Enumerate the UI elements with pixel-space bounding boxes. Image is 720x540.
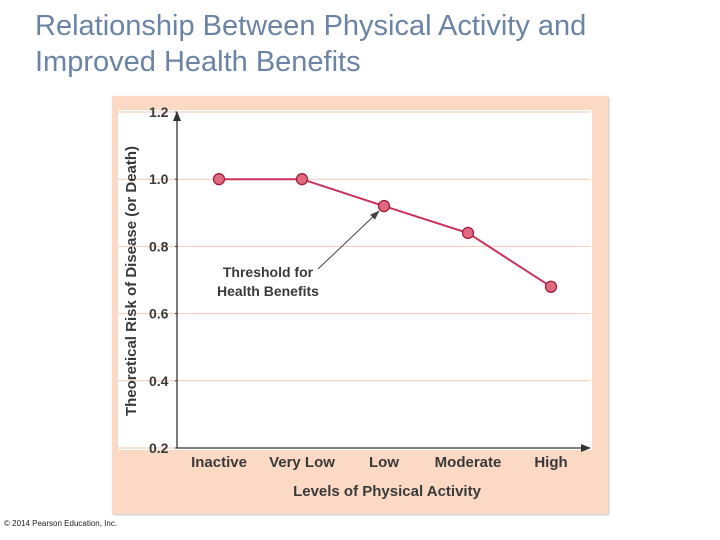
y-axis-title: Theoretical Risk of Disease (or Death) bbox=[123, 146, 140, 416]
copyright-notice: © 2014 Pearson Education, Inc. bbox=[4, 519, 118, 528]
x-tick-label-1: Very Low bbox=[269, 454, 335, 471]
y-tick-label-5: 1.2 bbox=[149, 104, 169, 120]
slide-title-line-1: Relationship Between Physical Activity a… bbox=[35, 10, 587, 42]
data-point-high bbox=[544, 280, 558, 293]
annotation-arrow bbox=[317, 210, 380, 270]
x-tick-label-4: High bbox=[534, 454, 567, 471]
y-tick-label-4: 1.0 bbox=[149, 171, 169, 187]
y-tick-label-2: 0.6 bbox=[149, 306, 169, 322]
x-tick-label-2: Low bbox=[369, 454, 399, 471]
data-point-very-low bbox=[295, 173, 309, 186]
x-tick-label-3: Moderate bbox=[435, 454, 502, 471]
data-point-moderate bbox=[461, 226, 475, 240]
y-tick-label-1: 0.4 bbox=[149, 373, 169, 389]
data-point-inactive bbox=[212, 173, 226, 186]
annotation-line-0: Threshold for bbox=[223, 264, 314, 280]
slide-title-line-2: Improved Health Benefits bbox=[35, 46, 361, 78]
slide-title: Relationship Between Physical Activity a… bbox=[35, 8, 715, 80]
annotation-line-1: Health Benefits bbox=[217, 283, 319, 299]
annotation-label: Threshold for Health Benefits bbox=[217, 264, 319, 299]
data-point-low bbox=[377, 199, 391, 213]
x-tick-label-0: Inactive bbox=[191, 454, 247, 471]
y-tick-label-0: 0.2 bbox=[149, 440, 169, 456]
y-tick-label-3: 0.8 bbox=[149, 238, 169, 254]
plot-area bbox=[118, 110, 592, 450]
x-axis-title: Levels of Physical Activity bbox=[293, 483, 482, 500]
